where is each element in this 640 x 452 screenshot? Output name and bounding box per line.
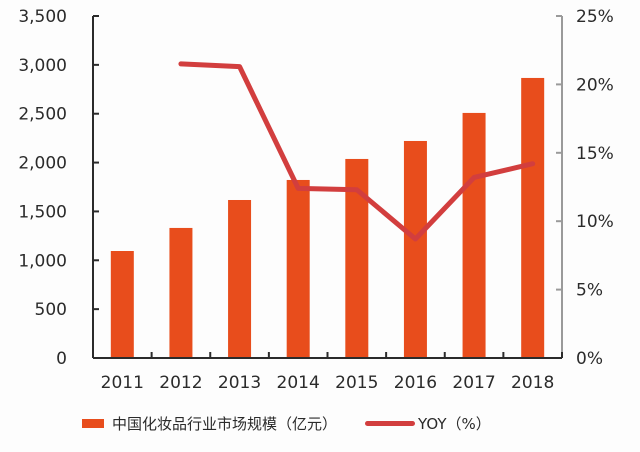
y-tick-label: 3,500 — [18, 7, 67, 27]
y-tick-label: 2,500 — [18, 105, 67, 125]
legend-label-market-size: 中国化妆品行业市场规模（亿元） — [112, 414, 338, 433]
bar-2011 — [110, 251, 134, 358]
legend: 中国化妆品行业市场规模（亿元） YOY（%） — [82, 413, 491, 433]
line-swatch-icon — [365, 420, 416, 426]
legend-label-yoy: YOY（%） — [418, 414, 491, 433]
legend-item-yoy: YOY（%） — [365, 413, 491, 434]
bar-2018 — [521, 77, 545, 358]
x-tick-label: 2016 — [394, 373, 437, 393]
legend-item-market-size: 中国化妆品行业市场规模（亿元） — [82, 413, 337, 434]
combo-chart: 0 500 1,000 1,500 2,000 2,500 3,000 3,500 0% 5% 10… — [18, 7, 613, 393]
bar-2014 — [286, 179, 310, 358]
bar-series — [110, 77, 545, 358]
y-tick-label: 1,000 — [18, 251, 67, 271]
x-tick-label: 2014 — [277, 373, 320, 393]
x-tick-label: 2017 — [452, 373, 495, 393]
yoy-line-series — [178, 61, 536, 242]
bar-2017 — [462, 112, 486, 358]
y-tick-label: 2,000 — [18, 154, 67, 174]
bar-2015 — [345, 158, 369, 358]
bar-2012 — [169, 227, 193, 358]
x-tick-label: 2015 — [335, 373, 378, 393]
bar-swatch-icon — [82, 418, 104, 428]
y-tick-label: 500 — [35, 300, 67, 320]
x-tick-label: 2012 — [159, 373, 202, 393]
x-tick-label: 2018 — [511, 373, 554, 393]
y2-tick-label: 10% — [576, 212, 614, 232]
bar-2013 — [228, 199, 252, 358]
y-tick-label: 3,000 — [18, 56, 67, 76]
y2-tick-label: 25% — [576, 7, 614, 27]
y-tick-label: 0 — [56, 349, 67, 369]
y2-tick-label: 5% — [576, 281, 603, 301]
x-tick-label: 2011 — [101, 373, 144, 393]
y-tick-label: 1,500 — [18, 202, 67, 222]
bar-2016 — [403, 140, 427, 358]
y2-tick-label: 15% — [576, 144, 614, 164]
x-tick-label: 2013 — [218, 373, 261, 393]
y2-tick-label: 0% — [576, 349, 603, 369]
y2-tick-label: 20% — [576, 75, 614, 95]
yoy-line — [178, 61, 536, 242]
axes: 0 500 1,000 1,500 2,000 2,500 3,000 3,500 0% 5% 10… — [18, 7, 613, 393]
